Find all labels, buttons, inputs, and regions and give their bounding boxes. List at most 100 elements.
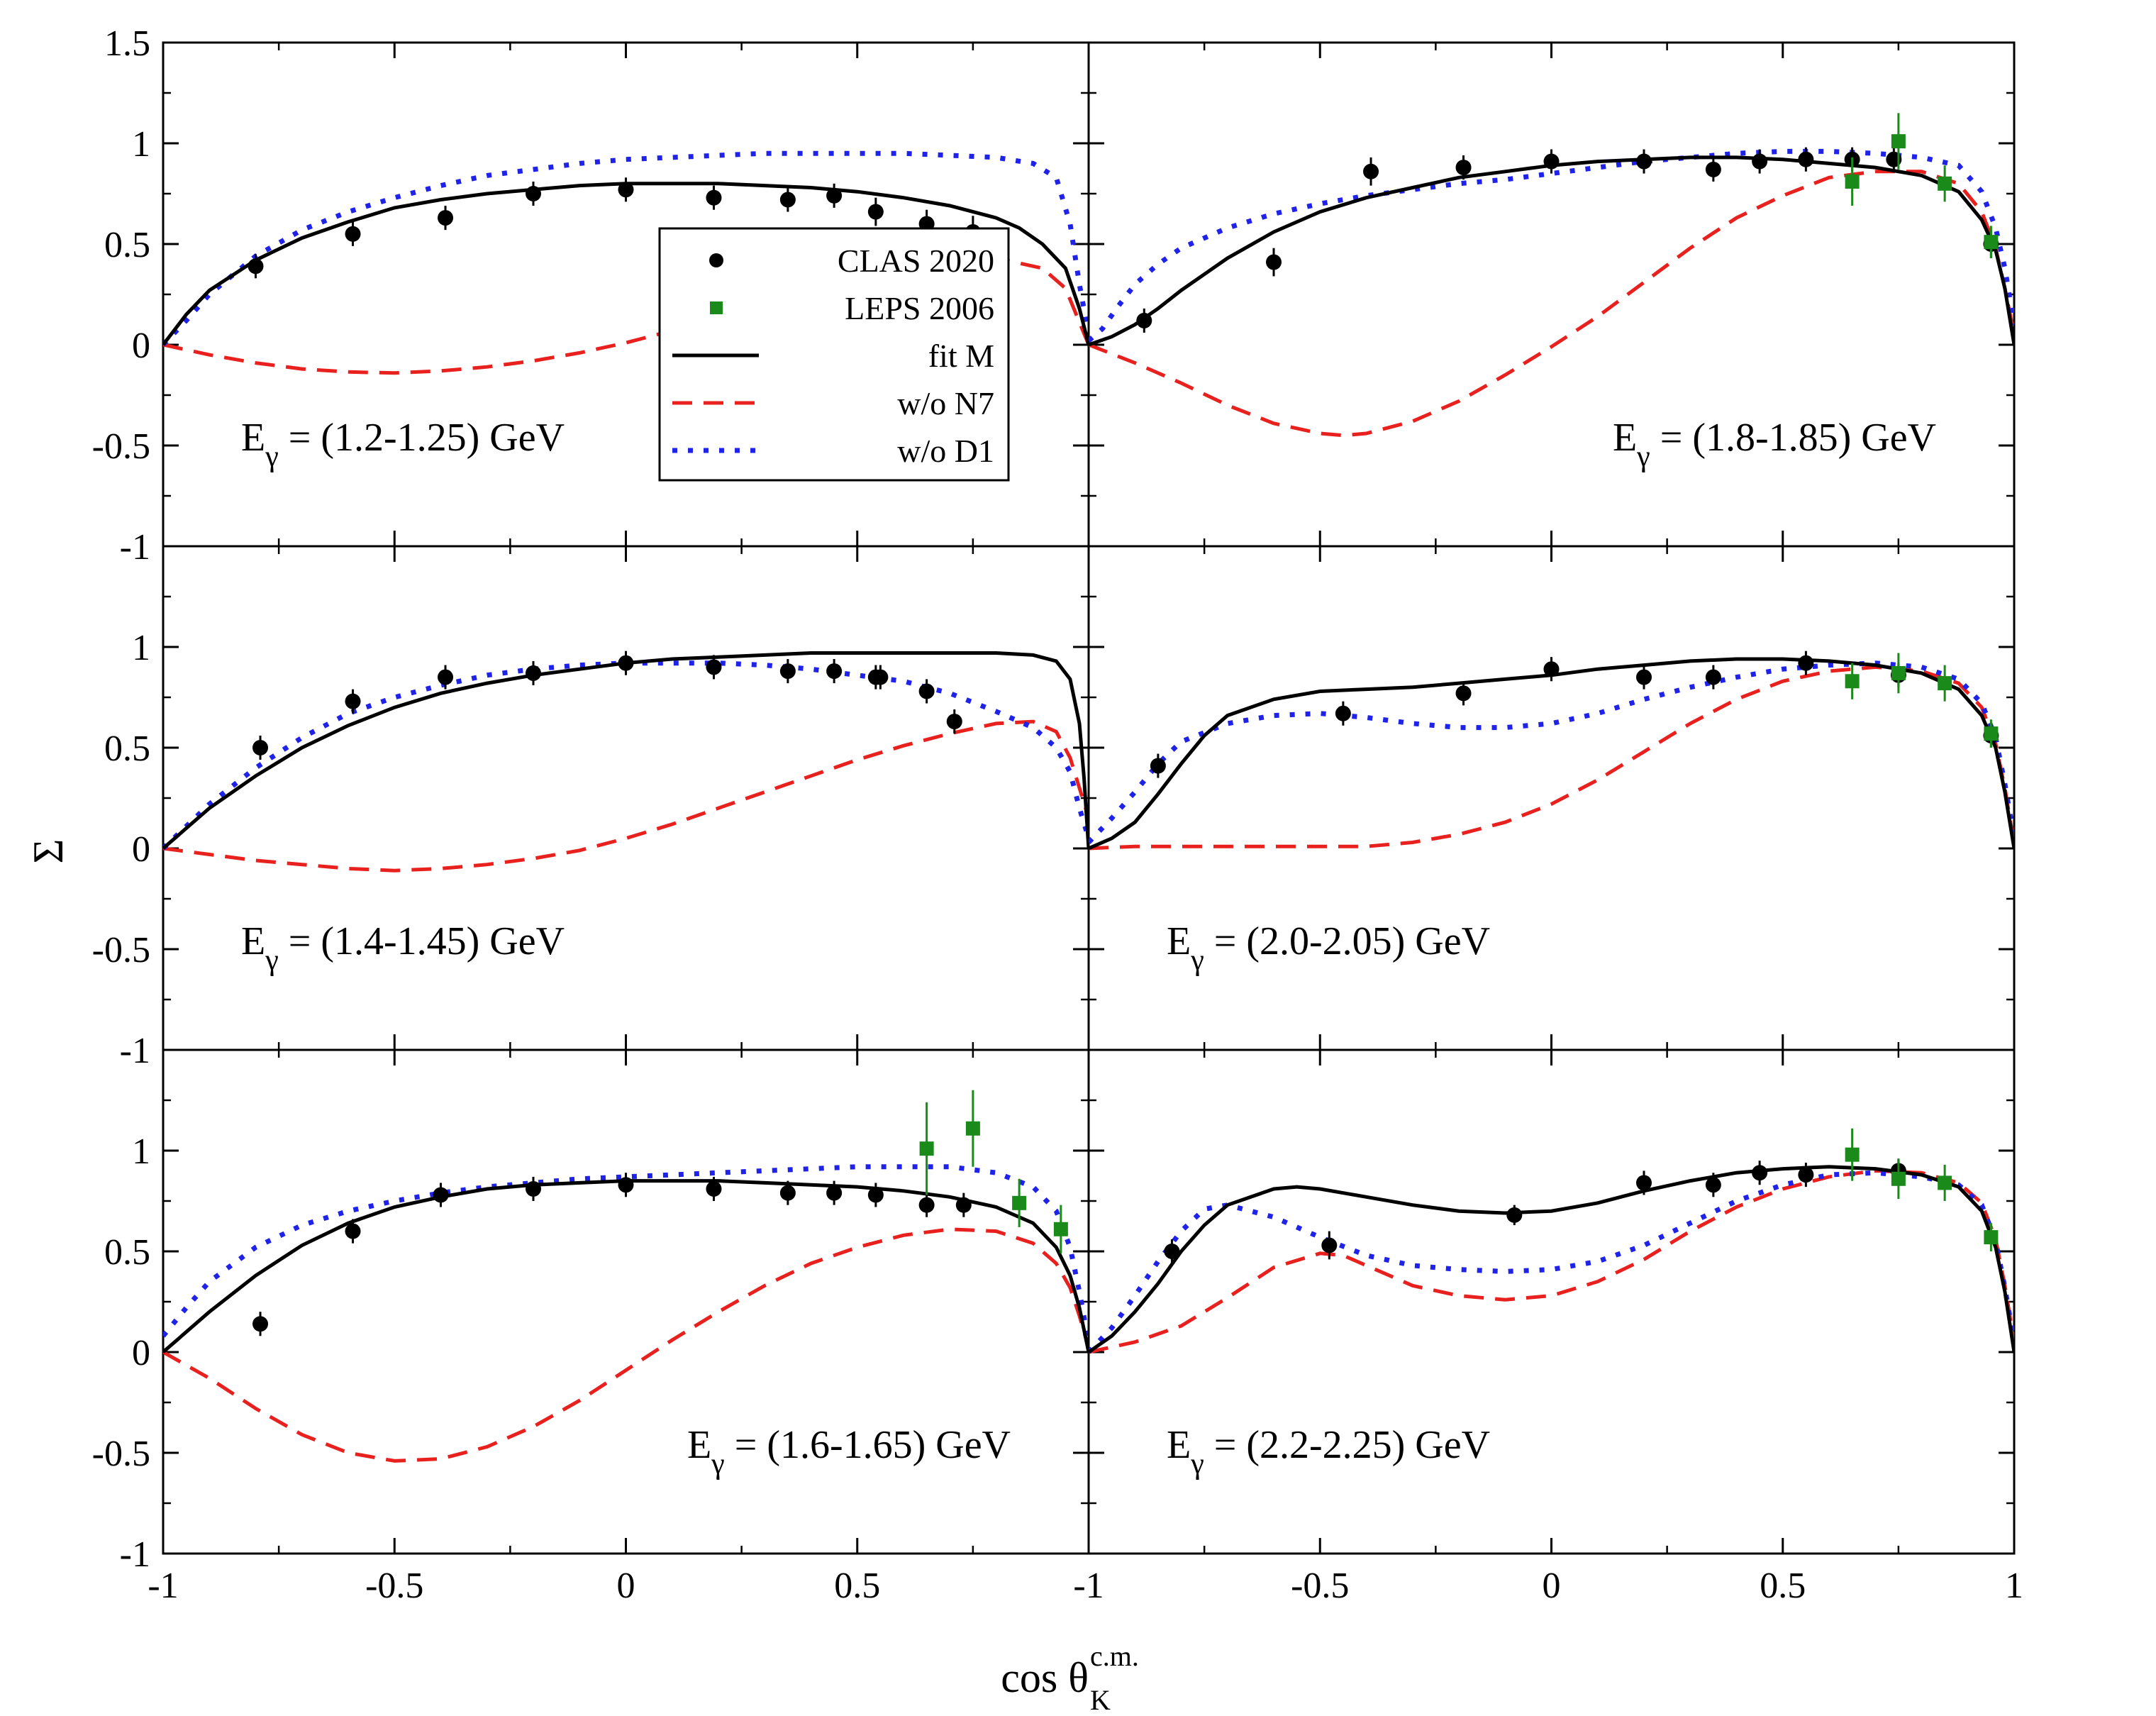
y-tick-label: 0.5 — [104, 1232, 150, 1273]
leps-point — [1938, 676, 1952, 691]
y-axis-label: Σ — [25, 839, 72, 864]
clas-point — [526, 665, 541, 681]
panel-label: Eγ = (1.8-1.85) GeV — [1613, 416, 1936, 473]
x-axis-label-superscript: c.m. — [1090, 1640, 1139, 1672]
y-tick-label: 1.5 — [104, 23, 150, 64]
clas-point — [438, 669, 454, 685]
clas-point — [779, 192, 796, 208]
clas-point — [1705, 669, 1721, 685]
clas-point — [1455, 685, 1472, 702]
panel-label-main: E — [1613, 416, 1637, 460]
clas-point — [918, 1197, 935, 1213]
clas-point — [438, 210, 454, 226]
legend-symbol-leps — [710, 301, 723, 314]
panel-label-rest: = (1.6-1.65) GeV — [725, 1423, 1011, 1467]
leps-point — [1938, 1175, 1952, 1190]
curve-w-o-N7 — [1089, 170, 2014, 438]
clas-point — [526, 1180, 541, 1197]
leps-point — [1984, 726, 1999, 741]
x-axis-label-main: cos θ — [1001, 1654, 1089, 1701]
panel-label-rest: = (1.8-1.85) GeV — [1650, 416, 1936, 460]
panel-label-main: E — [1167, 1423, 1191, 1467]
clas-point — [1705, 1177, 1721, 1193]
clas-point — [618, 1177, 634, 1193]
curve-fit-M — [163, 651, 1089, 850]
panel-2: Eγ = (1.8-1.85) GeV — [1087, 41, 2016, 548]
curve-fit-M — [163, 1179, 1089, 1354]
panel-label-rest: = (2.0-2.05) GeV — [1204, 919, 1490, 963]
legend: CLAS 2020 LEPS 2006 fit M w/o N7 w/o D1 — [658, 227, 1010, 482]
series-group — [1089, 113, 2014, 438]
panel-frame — [162, 545, 1090, 1051]
curve-w-o-N7 — [163, 1227, 1089, 1463]
y-tick-label: -1 — [120, 527, 150, 568]
panel-label-main: E — [1167, 919, 1191, 963]
clas-point — [1636, 669, 1652, 685]
x-tick-label: 0.5 — [1760, 1566, 1806, 1606]
curve-w-o-N7 — [1089, 665, 2014, 851]
clas-point — [867, 204, 884, 220]
x-tick-label: -0.5 — [1291, 1566, 1349, 1606]
clas-point — [526, 186, 541, 201]
x-tick-label: 0 — [1543, 1566, 1561, 1606]
legend-label: w/o N7 — [897, 385, 994, 421]
clas-point — [433, 1187, 449, 1203]
y-tick-label: 1 — [132, 628, 150, 668]
clas-point — [1543, 661, 1560, 677]
clas-point — [706, 659, 722, 675]
clas-point — [706, 189, 722, 206]
panel-4: Eγ = (2.0-2.05) GeV — [1087, 545, 2016, 1051]
y-tick-label: 0.5 — [104, 225, 150, 265]
curve-w-o-D1 — [163, 660, 1089, 851]
clas-point — [252, 740, 269, 755]
curve-w-o-N7 — [163, 719, 1089, 873]
y-tick-label: 1 — [132, 124, 150, 165]
leps-point — [1845, 1147, 1860, 1162]
curve-w-o-D1 — [1089, 660, 2014, 844]
clas-point — [1798, 1167, 1814, 1183]
curve-w-o-D1 — [163, 150, 1089, 347]
curve-fit-M — [1089, 1165, 2014, 1354]
leps-point — [919, 1141, 934, 1156]
clas-point — [779, 1185, 796, 1201]
clas-point — [779, 663, 796, 680]
clas-point — [345, 1223, 361, 1239]
clas-point — [867, 1187, 884, 1203]
panel-label-rest: = (2.2-2.25) GeV — [1204, 1423, 1490, 1467]
x-tick-label: 0 — [617, 1566, 635, 1606]
legend-label: LEPS 2006 — [845, 290, 994, 326]
x-tick-label: -0.5 — [365, 1566, 423, 1606]
clas-point — [1798, 151, 1814, 167]
panel-label: Eγ = (1.4-1.45) GeV — [241, 919, 565, 977]
panel-label-main: E — [241, 416, 265, 460]
legend-label: fit M — [928, 338, 994, 374]
leps-point — [1891, 665, 1906, 680]
plot-area: 1.510.50-0.5-1Eγ = (1.2-1.25) GeV Eγ = (1… — [92, 23, 2023, 1606]
y-tick-label: 0 — [132, 1333, 150, 1373]
panel-label: Eγ = (2.0-2.05) GeV — [1167, 919, 1490, 977]
panel-label-sub: γ — [1190, 944, 1204, 977]
clas-point — [618, 182, 634, 198]
x-tick-label: -1 — [1073, 1566, 1104, 1606]
leps-point — [1012, 1195, 1027, 1210]
y-tick-label: 0.5 — [104, 729, 150, 769]
x-axis-label-subscript: K — [1090, 1684, 1111, 1716]
clas-point — [1266, 254, 1282, 270]
curve-w-o-D1 — [1089, 1170, 2014, 1354]
clas-point — [955, 1197, 972, 1213]
y-tick-label: 1 — [132, 1131, 150, 1172]
series-group — [163, 1090, 1089, 1463]
clas-point — [946, 714, 962, 730]
panel-label: Eγ = (1.2-1.25) GeV — [241, 416, 565, 473]
panel-label-sub: γ — [711, 1448, 725, 1480]
leps-point — [1845, 674, 1860, 689]
clas-point — [1455, 160, 1472, 176]
clas-point — [1543, 153, 1560, 170]
y-tick-label: -0.5 — [92, 930, 150, 970]
curve-w-o-D1 — [1089, 148, 2014, 343]
clas-point — [826, 1185, 843, 1201]
leps-point — [1984, 1230, 1999, 1245]
clas-point — [826, 187, 843, 204]
leps-point — [1053, 1222, 1068, 1236]
